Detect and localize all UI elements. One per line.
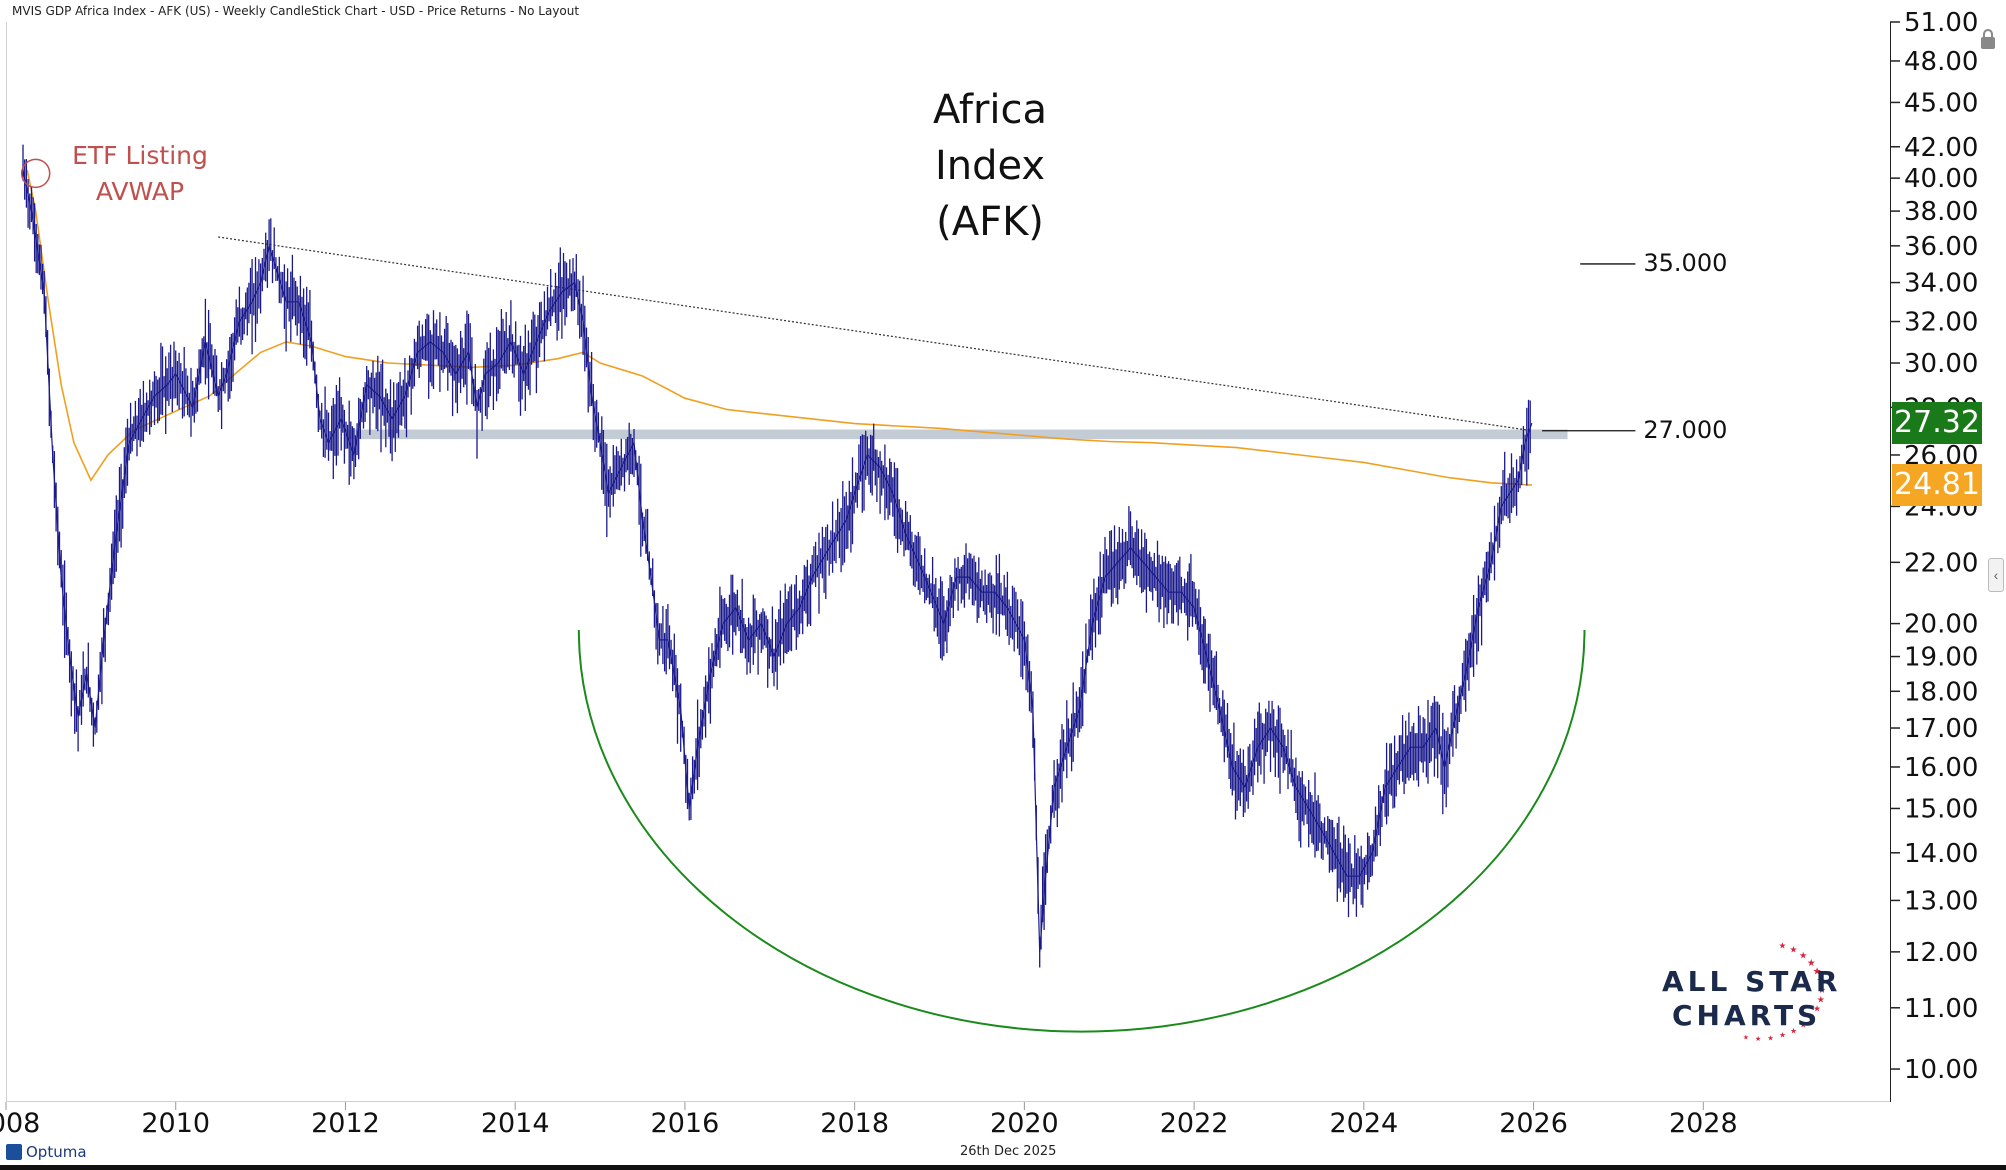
brand-star-icon: ★ [1790,1026,1797,1035]
brand-star-icon: ★ [1813,1004,1821,1014]
y-tick-label: 17.00 [1904,714,1978,744]
y-tick-label: 51.00 [1904,8,1978,38]
y-tick-label: 11.00 [1904,994,1978,1024]
footer-bar [0,1165,2006,1170]
brand-line2: CHARTS [1672,999,1822,1032]
y-tick-label: 20.00 [1904,610,1978,640]
y-tick-label: 36.00 [1904,232,1978,262]
brand-stars-icon: ★ ★ ★★★★★★★★★★★★★★ [1743,940,1826,1043]
x-tick-label: 2012 [311,1108,380,1139]
etf-annotation-line2: AVWAP [95,177,185,206]
y-tick-label: 18.00 [1904,677,1978,707]
y-tick-label: 19.00 [1904,643,1978,673]
y-tick-label: 14.00 [1904,839,1978,869]
price-candles [22,144,1531,968]
brand-star-icon: ★ [1807,1012,1815,1022]
level-label-35: 35.000 [1643,248,1728,277]
brand-star-icon: ★ [1818,984,1826,995]
x-tick-label: 2028 [1669,1108,1738,1139]
y-tick-label: 45.00 [1904,88,1978,118]
y-tick-label: 10.00 [1904,1055,1978,1085]
footer-date: 26th Dec 2025 [960,1144,1057,1159]
brand-star-icon: ★ [1817,995,1825,1005]
x-tick-label: 2020 [990,1108,1059,1139]
chart-title-line: Africa Index [932,87,1048,189]
rounding-bottom-arc [577,630,1586,1033]
brand-star-icon: ★ [1767,1033,1774,1042]
chart-frame [6,22,1890,1102]
y-tick-label: 15.00 [1904,794,1978,824]
y-tick-label: 48.00 [1904,47,1978,77]
optuma-logo: Optuma [6,1142,87,1162]
x-tick-label: 2008 [0,1108,40,1139]
y-tick-label: 38.00 [1904,197,1978,227]
x-tick-label: 2024 [1329,1108,1398,1139]
optuma-logo-text: Optuma [26,1143,87,1161]
x-tick-label: 2018 [820,1108,889,1139]
chart-subtitle-line: (AFK) [936,199,1044,245]
resistance-band [345,429,1568,440]
y-tick-label: 32.00 [1904,308,1978,338]
y-tick-label: 34.00 [1904,269,1978,299]
lock-icon[interactable] [1978,28,1998,50]
last-price-label: 27.32 [1892,402,1982,445]
avwap-price-label: 24.81 [1892,464,1982,507]
y-tick-label: 13.00 [1904,886,1978,916]
brand-star-icon: ★ [1743,1035,1749,1042]
brand-star-icon: ★ [1789,945,1797,955]
etf-listing-annotation: ETF Listing AVWAP [70,138,210,210]
x-tick-label: 2010 [141,1108,210,1139]
level-label-27: 27.000 [1643,415,1728,444]
brand-star-icon: ★ [1807,958,1816,969]
x-tick-label: 2022 [1160,1108,1229,1139]
brand-line1: ALL STAR [1662,965,1842,998]
y-tick-label: 40.00 [1904,164,1978,194]
y-tick-label: 22.00 [1904,548,1978,578]
all-star-charts-logo: ★ ★ ★ ★ ★ ★ ★ ★ ★ ★ ★ ★ ★ ★ ★ ★ ALL STAR CHARTS [1650,935,1850,1045]
brand-star-icon: ★ [1755,1035,1761,1043]
x-tick-label: 2016 [651,1108,720,1139]
brand-star-icon: ★ [1799,950,1807,961]
y-tick-label: 30.00 [1904,349,1978,379]
brand-star-icon: ★ [1779,940,1787,950]
x-tick-label: 2026 [1499,1108,1568,1139]
price-line [22,169,1533,952]
brand-star-icon: ★ [1816,976,1825,987]
etf-annotation-line1: ETF Listing [72,141,208,170]
y-tick-label: 42.00 [1904,133,1978,163]
optuma-logo-icon [6,1144,22,1160]
trendline-dotted [218,236,1532,432]
chart-title: Africa Index (AFK) [880,82,1100,250]
brand-star-icon: ★ [1813,966,1822,977]
brand-star-icon: ★ [1800,1020,1807,1029]
brand-star-icon: ★ [1779,1031,1786,1040]
x-tick-label: 2014 [481,1108,550,1139]
etf-listing-marker [20,158,51,189]
y-tick-label: 16.00 [1904,753,1978,783]
y-tick-label: 12.00 [1904,938,1978,968]
chevron-left-icon[interactable]: ‹ [1988,558,2004,592]
chart-header: MVIS GDP Africa Index - AFK (US) - Weekl… [12,4,580,18]
